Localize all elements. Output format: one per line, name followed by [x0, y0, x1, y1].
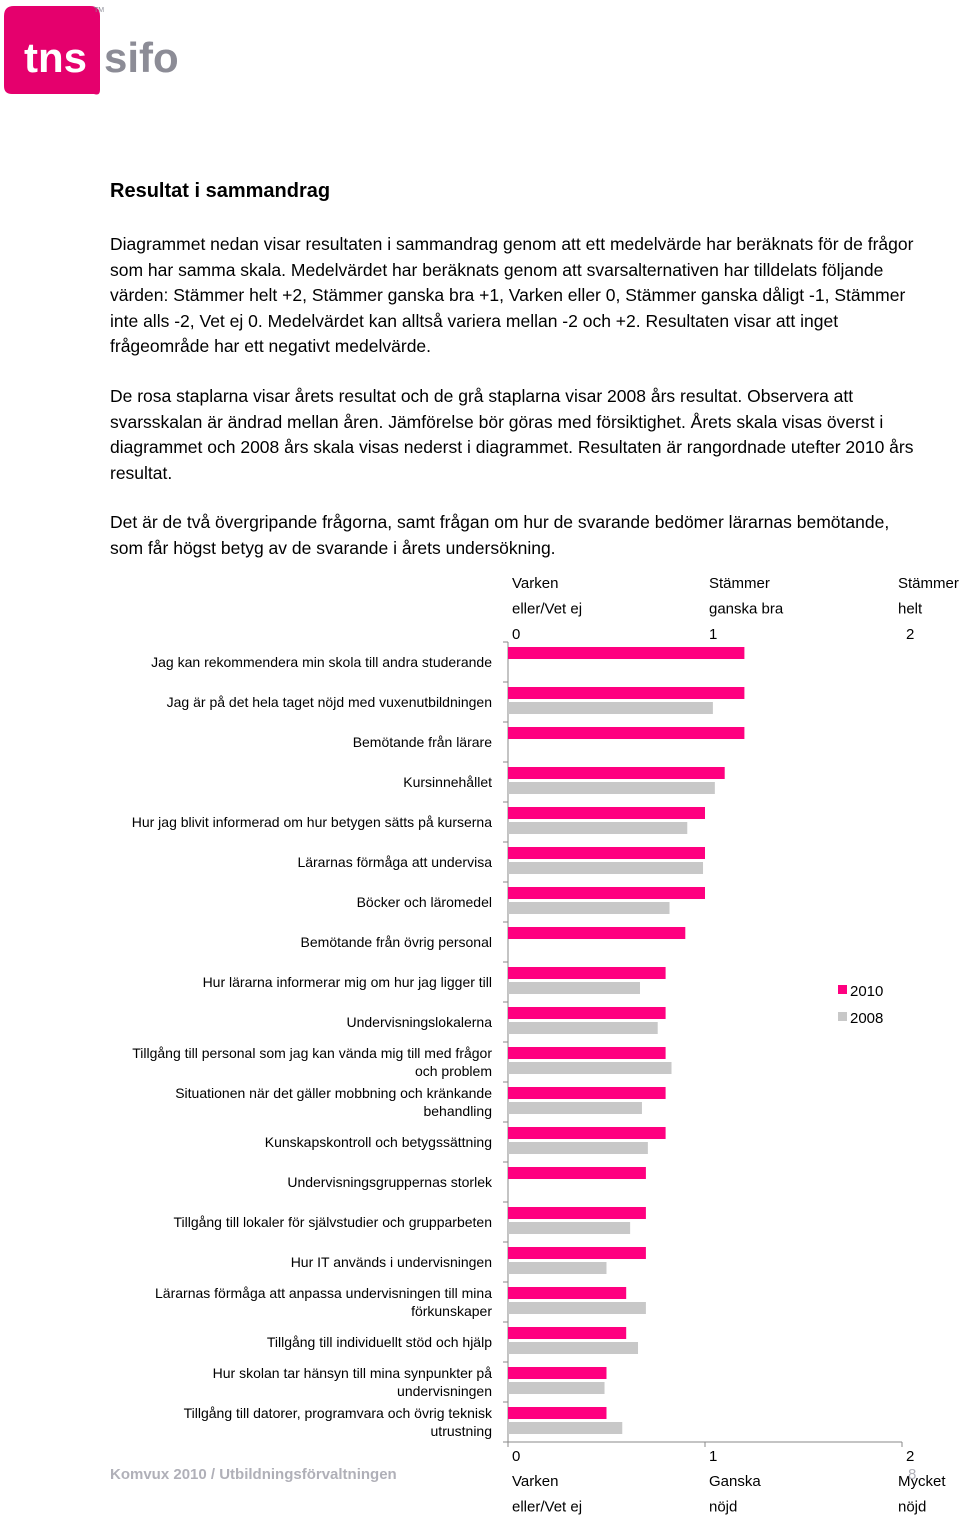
bar — [508, 1142, 648, 1154]
legend-label: 2008 — [850, 1010, 883, 1027]
category-label: Tillgång till personal som jag kan vända… — [132, 1045, 492, 1079]
bar — [508, 1087, 666, 1099]
category-label: Kursinnehållet — [403, 774, 492, 790]
bottom-axis-label: eller/Vet ej — [512, 1499, 582, 1516]
top-axis-label: ganska bra — [709, 601, 784, 618]
category-label: Tillgång till individuellt stöd och hjäl… — [266, 1334, 492, 1350]
legend-swatch — [838, 1012, 847, 1021]
paragraph: Det är de två övergripande frågorna, sam… — [110, 512, 890, 558]
heading: Resultat i sammandrag — [110, 180, 331, 202]
logo-tns: tns — [24, 34, 87, 81]
bar — [508, 1382, 605, 1394]
bottom-axis-label: Varken — [512, 1473, 558, 1490]
category-label: Böcker och läromedel — [356, 894, 492, 910]
paragraph: Diagrammet nedan visar resultaten i samm… — [110, 234, 914, 356]
bar — [508, 807, 705, 819]
bar — [508, 967, 666, 979]
bar — [508, 927, 686, 939]
bar — [508, 727, 745, 739]
bottom-axis-label: Ganska — [709, 1473, 761, 1490]
category-label: Kunskapskontroll och betygssättning — [264, 1134, 492, 1150]
bar — [508, 902, 670, 914]
legend-swatch — [838, 985, 847, 994]
footer: Komvux 2010 / Utbildningsförvaltningen — [110, 1466, 397, 1483]
bar — [508, 1367, 607, 1379]
category-label: Tillgång till lokaler för självstudier o… — [173, 1214, 492, 1230]
logo-sifo: sifo — [104, 34, 179, 81]
bar — [508, 1047, 666, 1059]
bottom-axis-label: Mycket — [898, 1473, 946, 1490]
bar — [508, 1407, 607, 1419]
page-number: 8 — [908, 1466, 917, 1483]
bar — [508, 1247, 646, 1259]
x-tick-label: 2 — [906, 1448, 914, 1465]
x-tick-label: 1 — [709, 626, 717, 643]
bar — [508, 1062, 672, 1074]
bar — [508, 847, 705, 859]
top-axis-label: helt — [898, 601, 923, 618]
top-axis-label: Varken — [512, 575, 558, 592]
category-label: Bemötande från lärare — [352, 734, 492, 750]
logo-shape — [4, 6, 100, 95]
bar — [508, 822, 688, 834]
bar — [508, 1327, 627, 1339]
category-label: Hur skolan tar hänsyn till mina synpunkt… — [212, 1365, 492, 1399]
bar — [508, 982, 640, 994]
category-label: Hur jag blivit informerad om hur betygen… — [131, 814, 492, 830]
bar — [508, 1007, 666, 1019]
bar — [508, 862, 704, 874]
logo: tns sifo TM — [4, 6, 179, 95]
bar — [508, 647, 745, 659]
bar — [508, 1167, 646, 1179]
top-axis-label: eller/Vet ej — [512, 601, 582, 618]
logo-tm: TM — [94, 7, 104, 14]
bar — [508, 1207, 646, 1219]
bar — [508, 1222, 631, 1234]
bar — [508, 687, 745, 699]
category-label: Undervisningsgruppernas storlek — [287, 1174, 492, 1190]
x-tick-label: 2 — [906, 626, 914, 643]
bar — [508, 1422, 623, 1434]
top-axis-label: Stämmer — [709, 575, 770, 592]
category-label: Tillgång till datorer, programvara och ö… — [183, 1405, 492, 1439]
bar — [508, 1022, 658, 1034]
category-label: Situationen när det gäller mobbning och … — [175, 1085, 492, 1119]
category-label: Undervisningslokalerna — [346, 1014, 492, 1030]
bottom-axis-label: nöjd — [709, 1499, 737, 1516]
bar — [508, 782, 715, 794]
legend-label: 2010 — [850, 983, 883, 1000]
bar — [508, 1102, 642, 1114]
bar — [508, 1127, 666, 1139]
bar — [508, 1342, 639, 1354]
bar — [508, 1262, 607, 1274]
category-label: Lärarnas förmåga att anpassa undervisnin… — [155, 1285, 492, 1319]
bar — [508, 1302, 646, 1314]
category-label: Hur lärarna informerar mig om hur jag li… — [202, 974, 492, 990]
category-label: Lärarnas förmåga att undervisa — [297, 854, 492, 870]
category-label: Hur IT används i undervisningen — [290, 1254, 492, 1270]
bar — [508, 887, 705, 899]
top-axis-label: Stämmer — [898, 575, 959, 592]
x-tick-label: 1 — [709, 1448, 717, 1465]
bar — [508, 1287, 627, 1299]
category-label: Bemötande från övrig personal — [300, 934, 492, 950]
x-tick-label: 0 — [512, 1448, 520, 1465]
paragraph: De rosa staplarna visar årets resultat o… — [110, 386, 914, 483]
bottom-axis-label: nöjd — [898, 1499, 926, 1516]
category-label: Jag kan rekommendera min skola till andr… — [151, 654, 492, 670]
bar — [508, 767, 725, 779]
category-label: Jag är på det hela taget nöjd med vuxenu… — [166, 694, 492, 710]
bar — [508, 702, 713, 714]
x-tick-label: 0 — [512, 626, 520, 643]
